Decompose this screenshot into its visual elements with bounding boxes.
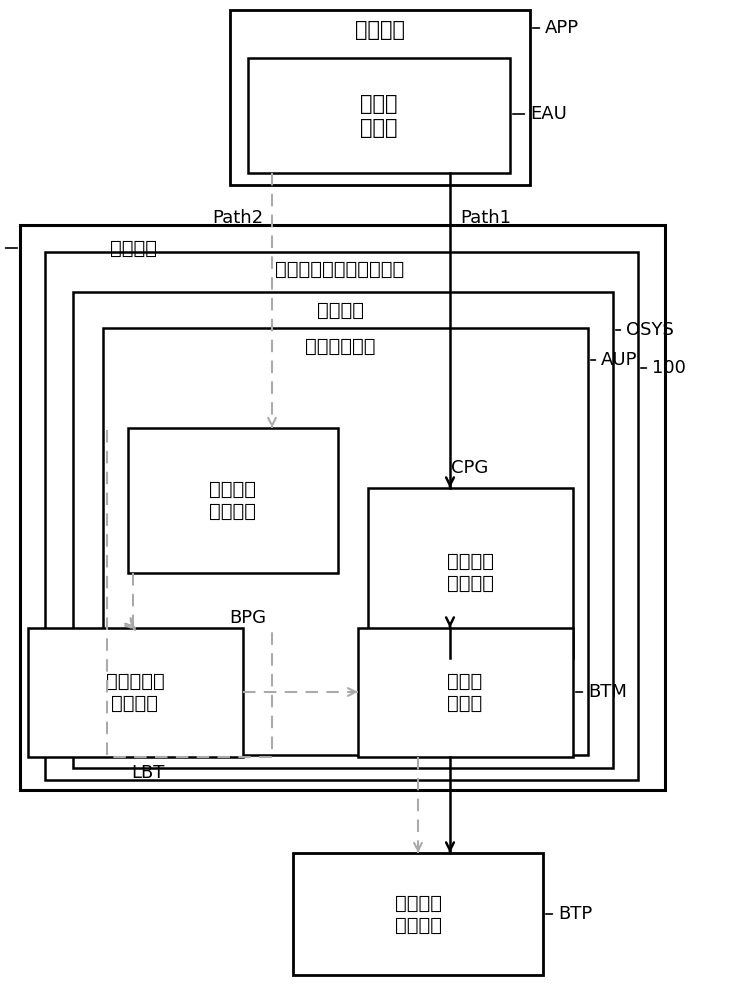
- Text: Path1: Path1: [460, 209, 511, 227]
- Text: MD: MD: [0, 239, 17, 257]
- Text: 蓝牙音
信装置: 蓝牙音 信装置: [448, 672, 482, 712]
- Text: 电子装置: 电子装置: [110, 238, 157, 257]
- Text: 操作系统: 操作系统: [316, 300, 364, 320]
- Text: CPG: CPG: [451, 459, 488, 477]
- Text: 快速音信
处理程序: 快速音信 处理程序: [210, 480, 256, 520]
- Text: 标准音信
处理程序: 标准音信 处理程序: [447, 552, 494, 592]
- Text: 100: 100: [641, 359, 686, 377]
- Text: BTM: BTM: [576, 683, 627, 701]
- Bar: [103, 328, 588, 755]
- Text: BTP: BTP: [546, 905, 592, 923]
- Bar: [248, 58, 510, 173]
- Text: 应用程序: 应用程序: [355, 20, 405, 40]
- Text: Path2: Path2: [212, 209, 263, 227]
- Text: 低延迟蓝牙
音信装置: 低延迟蓝牙 音信装置: [106, 672, 165, 712]
- Bar: [293, 853, 543, 975]
- Bar: [230, 10, 530, 185]
- Text: AUP: AUP: [591, 351, 637, 369]
- Text: 低延迟蓝牙音信传输系统: 低延迟蓝牙音信传输系统: [276, 259, 405, 278]
- Text: EAU: EAU: [513, 105, 567, 123]
- Bar: [45, 252, 638, 780]
- Bar: [73, 292, 613, 768]
- Text: 蓝牙音信
播放装置: 蓝牙音信 播放装置: [394, 894, 442, 934]
- Text: LBT: LBT: [131, 764, 165, 782]
- Bar: [28, 628, 243, 757]
- Text: 音信处理模块: 音信处理模块: [305, 336, 375, 356]
- Bar: [128, 428, 338, 573]
- Text: APP: APP: [533, 19, 579, 37]
- Bar: [20, 225, 665, 790]
- Text: OSYS: OSYS: [616, 321, 674, 339]
- Text: BPG: BPG: [230, 609, 267, 627]
- Text: 外部音
信信号: 外部音 信信号: [360, 94, 398, 138]
- Bar: [368, 488, 573, 658]
- Bar: [358, 628, 573, 757]
